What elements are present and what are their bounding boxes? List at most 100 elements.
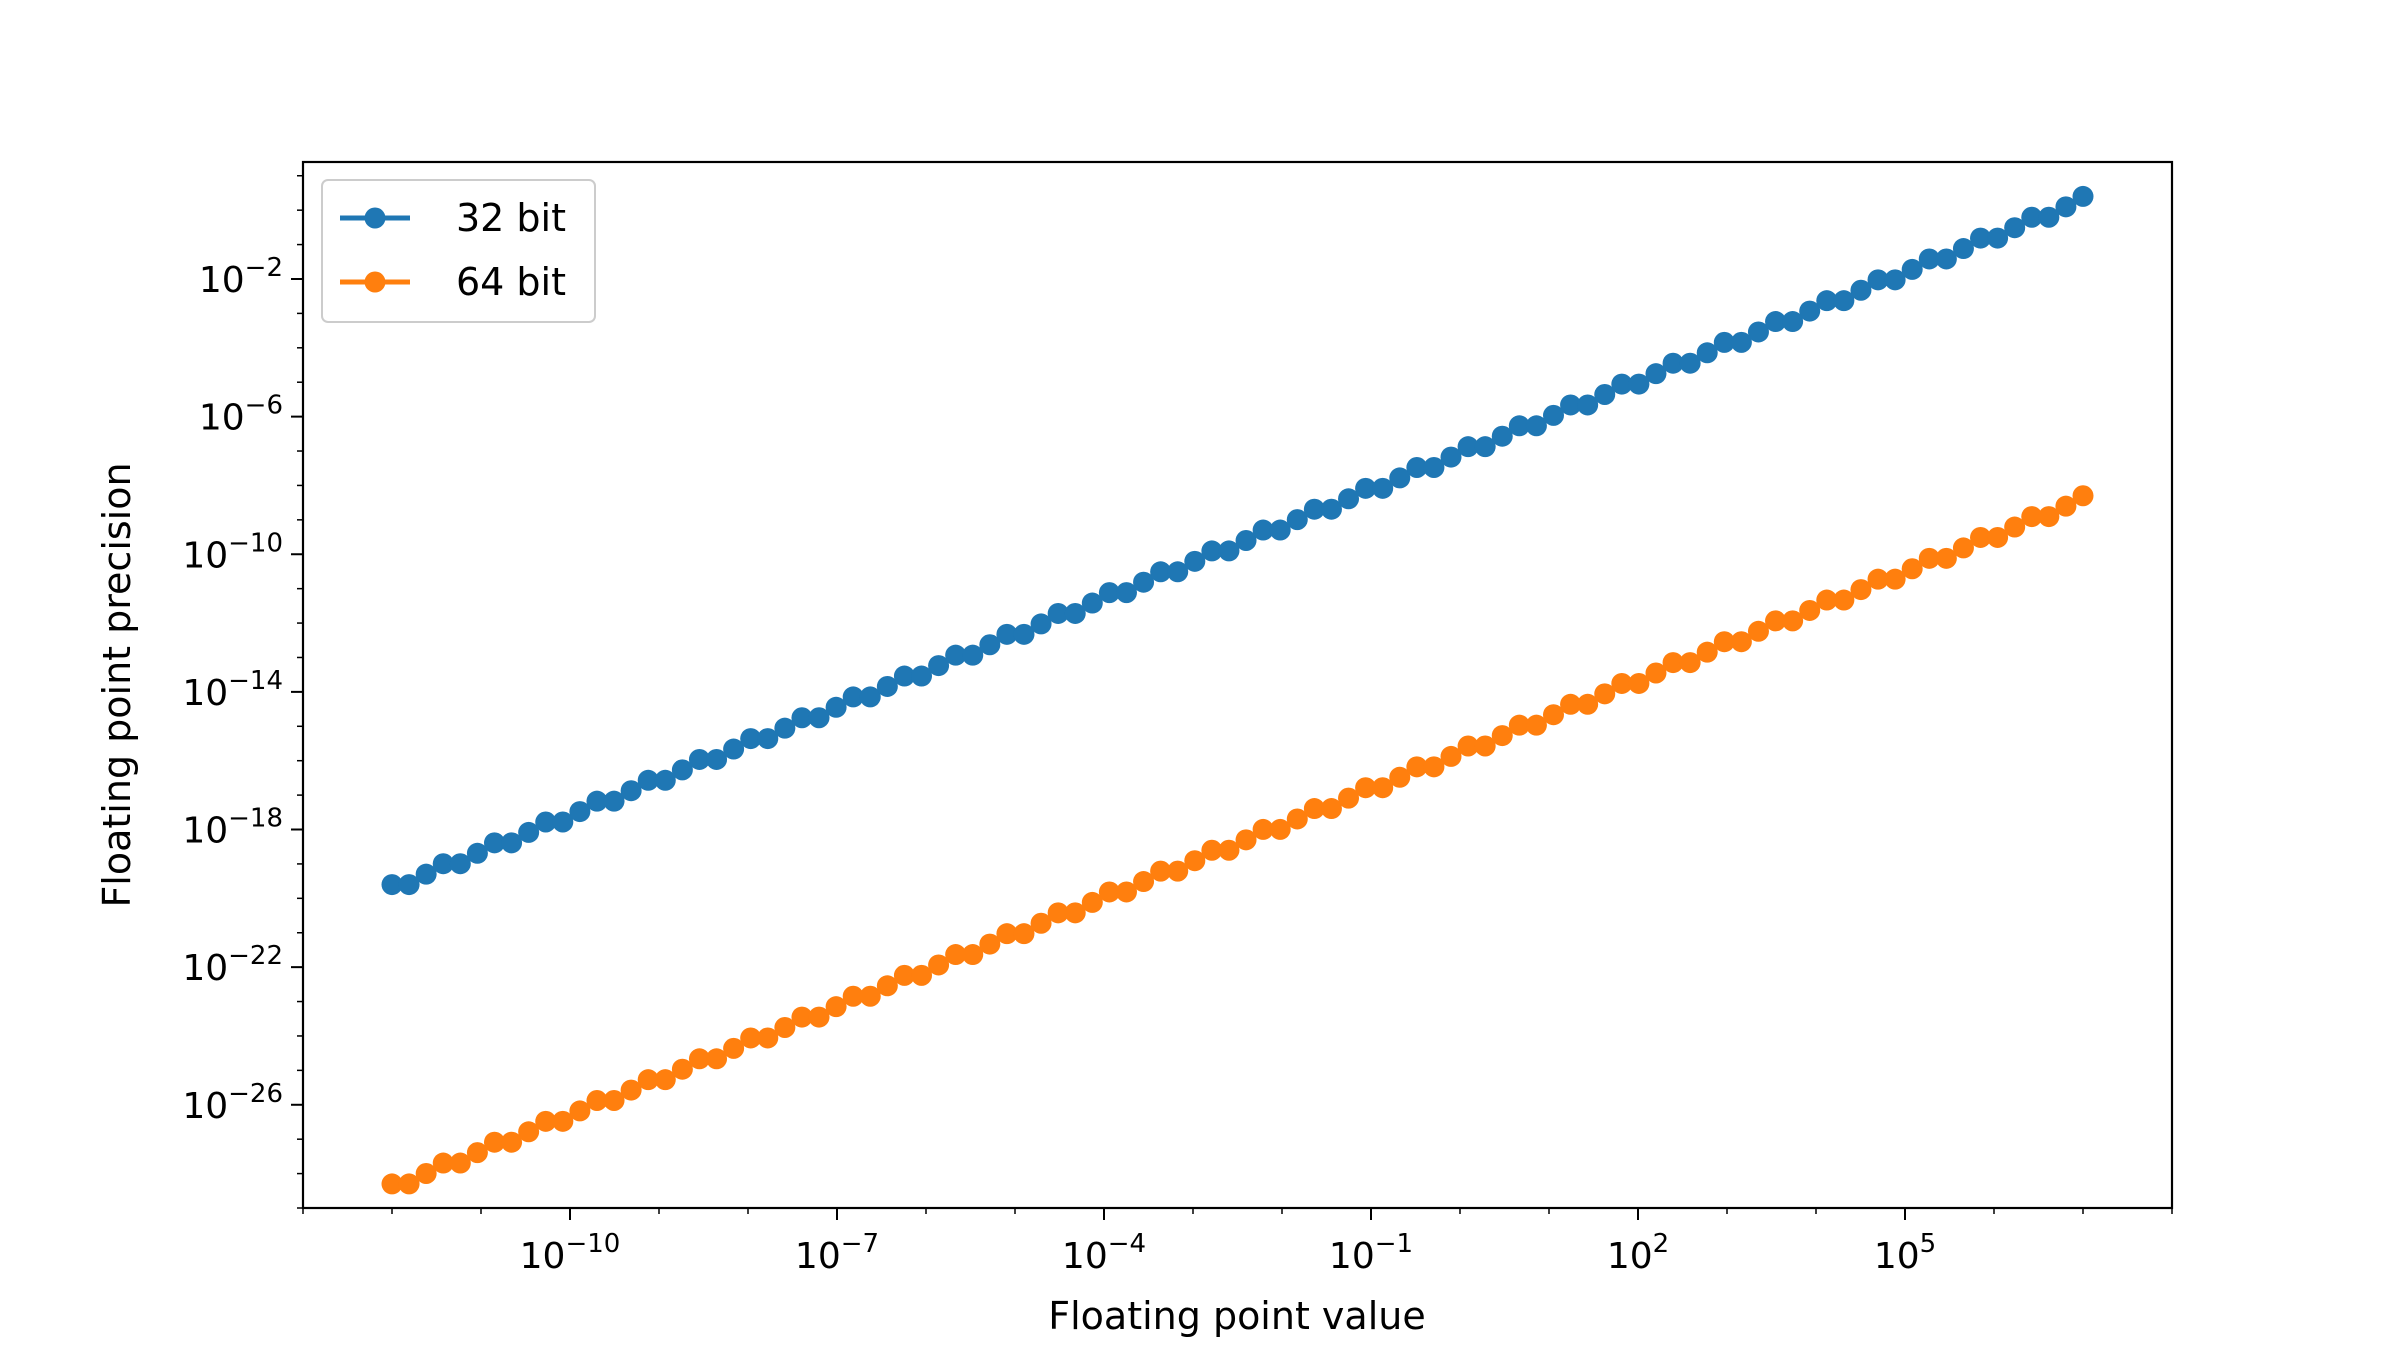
data-point — [876, 675, 898, 697]
data-point — [757, 1027, 779, 1049]
data-point — [1474, 735, 1496, 757]
data-point — [1560, 394, 1582, 416]
x-axis-label: Floating point value — [1048, 1294, 1425, 1338]
tick-exponent: −2 — [245, 253, 283, 283]
data-point — [1747, 620, 1769, 642]
data-point — [518, 821, 540, 843]
tick-base: 10 — [1607, 1236, 1653, 1277]
data-point — [1611, 373, 1633, 395]
tick-exponent: −18 — [228, 804, 283, 834]
data-point — [1850, 579, 1872, 601]
data-point — [1525, 714, 1547, 736]
legend-marker — [364, 271, 386, 293]
data-point — [1081, 592, 1103, 614]
tick-exponent: −1 — [1375, 1229, 1413, 1259]
tick-exponent: −6 — [245, 391, 283, 421]
data-point — [842, 985, 864, 1007]
data-point — [637, 769, 659, 791]
data-point — [1884, 269, 1906, 291]
tick-exponent: 5 — [1920, 1229, 1937, 1259]
x-tick-label: 102 — [1607, 1229, 1669, 1277]
data-point — [1645, 662, 1667, 684]
data-point — [1457, 436, 1479, 458]
data-point — [1457, 735, 1479, 757]
data-point — [398, 1173, 420, 1195]
data-point — [1782, 610, 1804, 632]
data-point — [1320, 498, 1342, 520]
data-point — [1303, 798, 1325, 820]
data-point — [996, 923, 1018, 945]
tick-base: 10 — [1062, 1236, 1108, 1277]
data-point — [620, 780, 642, 802]
data-point — [398, 874, 420, 896]
data-point — [1252, 818, 1274, 840]
data-point — [1508, 415, 1530, 437]
x-tick-label: 10−10 — [520, 1229, 621, 1277]
tick-base: 10 — [1874, 1236, 1920, 1277]
data-point — [1064, 902, 1086, 924]
data-point — [1338, 488, 1360, 510]
data-point — [1816, 290, 1838, 312]
data-point — [1765, 610, 1787, 632]
data-point — [1645, 363, 1667, 385]
data-point — [1406, 457, 1428, 478]
data-point — [688, 748, 710, 770]
data-point — [1355, 477, 1377, 499]
data-point — [1713, 631, 1735, 653]
data-point — [1952, 537, 1974, 559]
data-point — [449, 1152, 471, 1174]
series-1 — [381, 185, 2094, 896]
data-point — [757, 728, 779, 750]
data-point — [1662, 652, 1684, 674]
tick-base: 10 — [1329, 1236, 1375, 1277]
data-point — [1150, 860, 1172, 882]
data-point — [1594, 683, 1616, 705]
data-point — [1372, 477, 1394, 499]
data-point — [1098, 881, 1120, 903]
data-point — [1713, 331, 1735, 353]
data-point — [501, 1131, 523, 1153]
tick-exponent: −26 — [228, 1079, 283, 1109]
data-point — [1816, 589, 1838, 611]
data-point — [1389, 467, 1411, 489]
data-point — [876, 975, 898, 997]
data-point — [1098, 582, 1120, 604]
data-point — [945, 644, 967, 666]
data-point — [1491, 725, 1513, 747]
data-point — [1918, 547, 1940, 569]
tick-base: 10 — [199, 260, 245, 301]
data-point — [1355, 777, 1377, 799]
data-point — [1252, 519, 1274, 541]
tick-exponent: −14 — [228, 666, 283, 696]
data-point — [1133, 571, 1155, 593]
data-point — [1201, 839, 1223, 861]
tick-base: 10 — [182, 811, 228, 852]
legend-item: 32 bit — [340, 196, 566, 240]
data-point — [723, 738, 745, 760]
data-point — [1560, 693, 1582, 715]
data-point — [1867, 269, 1889, 291]
data-point — [552, 811, 574, 833]
data-point — [1013, 923, 1035, 945]
data-point — [859, 985, 881, 1007]
data-point — [2072, 185, 2094, 207]
data-point — [2055, 196, 2077, 218]
data-point — [2055, 495, 2077, 517]
data-point — [449, 853, 471, 875]
data-point — [1867, 568, 1889, 590]
data-point — [706, 1048, 728, 1070]
data-point — [1440, 745, 1462, 767]
data-point — [928, 954, 950, 976]
data-point — [1320, 798, 1342, 820]
data-point — [569, 801, 591, 823]
data-point — [1833, 290, 1855, 312]
data-point — [552, 1110, 574, 1132]
data-point — [1286, 808, 1308, 830]
y-tick-label: 10−2 — [199, 253, 283, 301]
data-point — [671, 759, 693, 781]
data-point — [466, 842, 488, 864]
data-point — [637, 1069, 659, 1091]
data-point — [911, 964, 933, 986]
data-point — [1918, 248, 1940, 270]
